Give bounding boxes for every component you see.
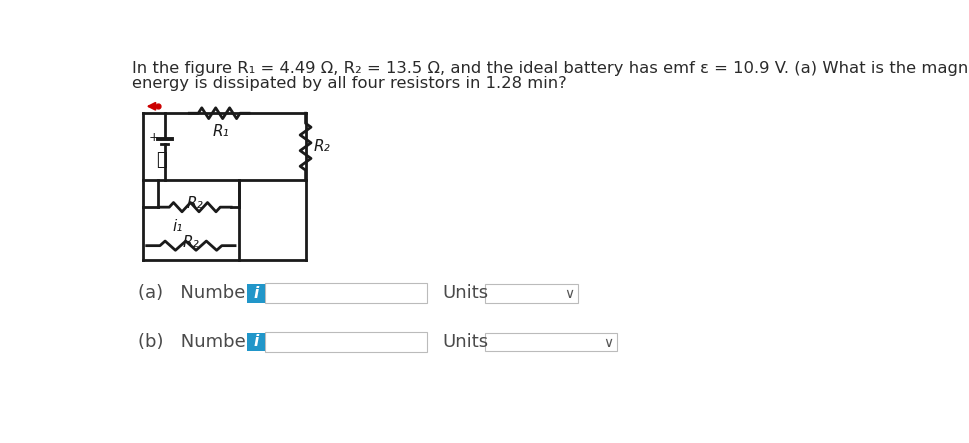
Text: R₂: R₂ — [182, 235, 200, 250]
FancyBboxPatch shape — [265, 284, 427, 303]
Text: In the figure R₁ = 4.49 Ω, R₂ = 13.5 Ω, and the ideal battery has emf ε = 10.9 V: In the figure R₁ = 4.49 Ω, R₂ = 13.5 Ω, … — [132, 61, 969, 76]
Text: ∨: ∨ — [564, 287, 575, 301]
Text: +: + — [148, 131, 159, 144]
Text: Units: Units — [443, 284, 489, 303]
Text: energy is dissipated by all four resistors in 1.28 min?: energy is dissipated by all four resisto… — [132, 76, 567, 91]
Text: R₂: R₂ — [186, 196, 203, 211]
Text: i: i — [253, 286, 259, 301]
Text: R₁: R₁ — [212, 124, 229, 139]
Text: Units: Units — [443, 333, 489, 351]
Text: R₂: R₂ — [313, 139, 330, 154]
FancyBboxPatch shape — [247, 333, 265, 351]
FancyBboxPatch shape — [247, 284, 265, 303]
Text: (a)   Number: (a) Number — [139, 284, 253, 303]
Text: i: i — [253, 334, 259, 350]
Text: ∨: ∨ — [603, 336, 612, 350]
Text: (b)   Number: (b) Number — [139, 333, 254, 351]
FancyBboxPatch shape — [485, 284, 578, 303]
Text: ℰ: ℰ — [156, 152, 167, 169]
Text: i₁: i₁ — [172, 219, 183, 234]
FancyBboxPatch shape — [485, 333, 617, 351]
FancyBboxPatch shape — [265, 332, 427, 352]
